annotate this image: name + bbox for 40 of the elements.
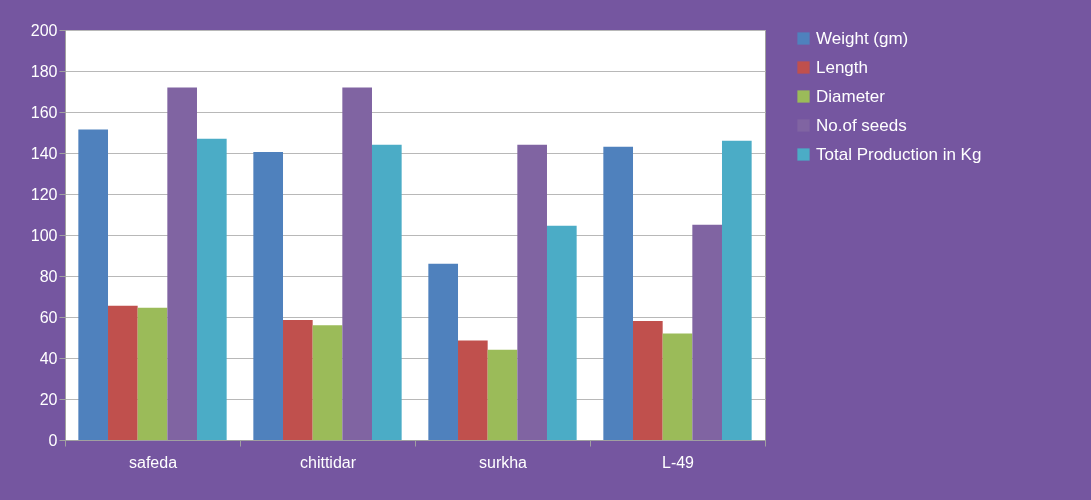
bar	[603, 146, 634, 440]
bar	[283, 320, 313, 440]
bar	[312, 325, 343, 440]
y-tick-label: 180	[30, 62, 58, 80]
legend-label: Length	[816, 57, 868, 77]
y-tick-label: 0	[48, 431, 58, 449]
bar	[428, 263, 459, 440]
bar	[167, 87, 197, 440]
bar	[692, 224, 722, 440]
legend-label: Total Production in Kg	[816, 144, 982, 164]
y-tick-label: 100	[30, 226, 58, 244]
bar	[78, 129, 109, 440]
bar	[662, 333, 693, 440]
bar	[371, 144, 402, 440]
bar	[137, 307, 168, 440]
bar	[721, 140, 752, 440]
legend-label: Diameter	[816, 86, 886, 106]
x-tick-label: L-49	[661, 453, 695, 471]
bar	[517, 144, 547, 440]
y-tick-label: 120	[30, 185, 58, 203]
y-tick-label: 140	[30, 144, 58, 162]
x-tick-label: surkha	[478, 453, 528, 471]
bar	[546, 225, 577, 440]
legend-label: No.of seeds	[816, 115, 907, 135]
bar	[458, 340, 488, 440]
y-tick-label: 160	[30, 103, 58, 121]
x-tick-label: chittidar	[299, 453, 357, 471]
bar	[108, 305, 138, 440]
y-tick-label: 80	[39, 267, 58, 285]
bar	[633, 321, 663, 440]
y-tick-label: 40	[39, 349, 58, 367]
bar	[253, 151, 284, 440]
bar	[342, 87, 372, 440]
bar	[487, 349, 518, 440]
y-tick-label: 20	[39, 390, 58, 408]
bar	[196, 138, 227, 440]
y-tick-label: 60	[39, 308, 58, 326]
y-tick-label: 200	[30, 21, 58, 39]
x-tick-label: safeda	[128, 453, 178, 471]
legend-label: Weight (gm)	[816, 28, 909, 48]
